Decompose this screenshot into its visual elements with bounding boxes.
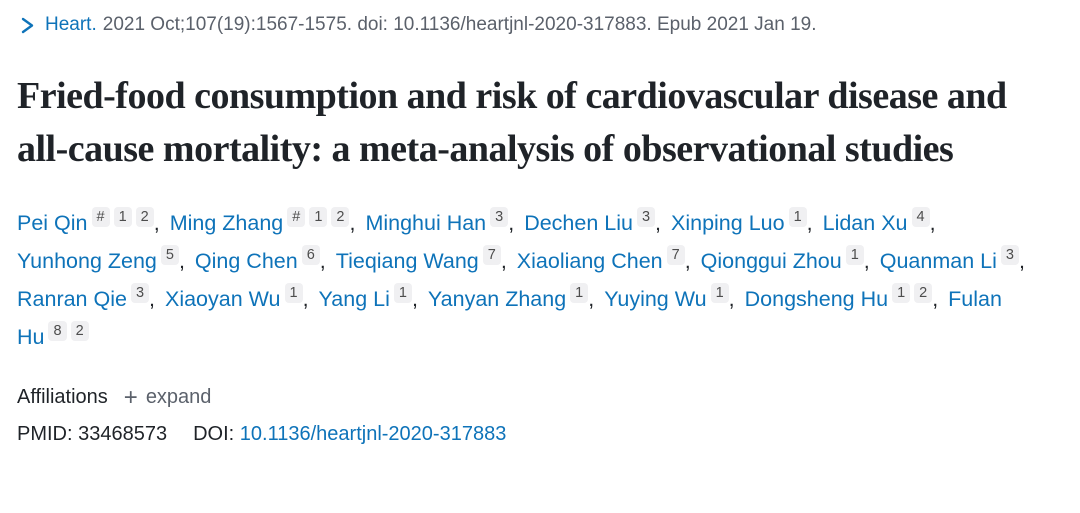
author-affiliation-badge[interactable]: 1 (710, 283, 729, 303)
author-affiliation-badge[interactable]: 3 (1000, 245, 1019, 265)
author-affiliation-badge[interactable]: 1 (284, 283, 303, 303)
author-affiliation-badge[interactable]: 1 (113, 207, 132, 227)
identifiers-row: PMID: 33468573 DOI: 10.1136/heartjnl-202… (17, 423, 1062, 446)
author-separator: , (319, 249, 332, 273)
citation-details: 2021 Oct;107(19):1567-1575. doi: 10.1136… (102, 14, 817, 35)
author-affiliation-badge[interactable]: 2 (331, 207, 350, 227)
author-link[interactable]: Dechen Liu (524, 211, 633, 235)
authors-list: Pei Qin #1 2, Ming Zhang #1 2, Minghui Han 3,… (17, 204, 1027, 356)
author-separator: , (863, 249, 876, 273)
author-link[interactable]: Ranran Qie (17, 287, 127, 311)
pmid-value: 33468573 (78, 423, 168, 445)
doi-group: DOI: 10.1136/heartjnl-2020-317883 (193, 423, 506, 446)
author-link[interactable]: Yunhong Zeng (17, 249, 157, 273)
author-separator: , (655, 211, 667, 235)
author-link[interactable]: Ming Zhang (169, 211, 284, 235)
author-separator: , (588, 287, 601, 311)
author-affiliation-badge[interactable]: 1 (309, 207, 328, 227)
author-separator: , (411, 287, 424, 311)
author-affiliation-badge[interactable]: 2 (914, 283, 933, 303)
pubmed-article-header: Heart. 2021 Oct;107(19):1567-1575. doi: … (17, 12, 1062, 446)
expand-label: expand (145, 386, 212, 408)
author-separator: , (153, 211, 166, 235)
author-separator: , (932, 287, 945, 311)
author-separator: , (508, 211, 521, 235)
author-affiliation-badge[interactable]: 4 (911, 207, 930, 227)
author-link[interactable]: Quanman Li (879, 249, 997, 273)
author-affiliation-badge[interactable]: 1 (570, 283, 589, 303)
author-separator: , (806, 211, 819, 235)
author-affiliation-badge[interactable]: # (91, 207, 110, 227)
author-separator: , (149, 287, 161, 311)
author-affiliation-badge[interactable]: 8 (48, 321, 67, 341)
author-separator: , (728, 287, 741, 311)
author-affiliation-badge[interactable]: 3 (636, 207, 656, 227)
doi-link[interactable]: 10.1136/heartjnl-2020-317883 (239, 423, 507, 445)
author-link[interactable]: Minghui Han (365, 211, 487, 235)
author-link[interactable]: Lidan Xu (822, 211, 908, 235)
author-separator: , (929, 211, 936, 235)
author-affiliation-badge[interactable]: 3 (490, 207, 509, 227)
author-affiliation-badge[interactable]: 1 (788, 207, 807, 227)
author-separator: , (302, 287, 315, 311)
author-affiliation-badge[interactable]: 2 (70, 321, 89, 341)
author-link[interactable]: Dongsheng Hu (744, 287, 889, 311)
chevron-right-icon (21, 17, 33, 33)
journal-citation-row: Heart. 2021 Oct;107(19):1567-1575. doi: … (17, 12, 1062, 38)
author-separator: , (1018, 249, 1025, 273)
author-link[interactable]: Fulan Hu (17, 287, 1002, 349)
author-separator: , (349, 211, 362, 235)
author-link[interactable]: Pei Qin (17, 211, 88, 235)
affiliations-row: Affiliations + expand (17, 383, 1062, 411)
author-link[interactable]: Yanyan Zhang (427, 287, 567, 311)
author-affiliation-badge[interactable]: 5 (160, 245, 179, 265)
journal-toggle-button[interactable] (17, 15, 37, 35)
author-separator: , (684, 249, 697, 273)
author-separator: , (178, 249, 191, 273)
author-link[interactable]: Tieqiang Wang (335, 249, 479, 273)
author-link[interactable]: Qing Chen (194, 249, 298, 273)
author-affiliation-badge[interactable]: # (287, 207, 306, 227)
article-title: Fried-food consumption and risk of cardi… (17, 75, 1007, 170)
author-affiliation-badge[interactable]: 2 (135, 207, 154, 227)
author-separator: , (500, 249, 513, 273)
author-link[interactable]: Xinping Luo (671, 211, 785, 235)
author-link[interactable]: Yang Li (318, 287, 390, 311)
author-affiliation-badge[interactable]: 6 (301, 245, 320, 265)
affiliations-expand-button[interactable]: + expand (123, 383, 212, 411)
plus-icon: + (123, 383, 138, 411)
journal-link[interactable]: Heart. (45, 14, 97, 35)
affiliations-label: Affiliations (17, 386, 108, 408)
author-link[interactable]: Xiaoyan Wu (164, 287, 281, 311)
author-link[interactable]: Yuying Wu (604, 287, 707, 311)
pmid-label: PMID: (17, 423, 73, 445)
author-affiliation-badge[interactable]: 1 (845, 245, 864, 265)
author-affiliation-badge[interactable]: 1 (892, 283, 911, 303)
author-affiliation-badge[interactable]: 7 (666, 245, 685, 265)
author-link[interactable]: Qionggui Zhou (700, 249, 842, 273)
author-affiliation-badge[interactable]: 1 (393, 283, 412, 303)
author-affiliation-badge[interactable]: 7 (482, 245, 501, 265)
pmid-group: PMID: 33468573 (17, 423, 167, 446)
author-affiliation-badge[interactable]: 3 (130, 283, 150, 303)
doi-label: DOI: (193, 423, 235, 445)
author-link[interactable]: Xiaoliang Chen (516, 249, 663, 273)
